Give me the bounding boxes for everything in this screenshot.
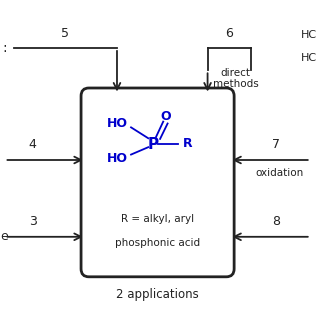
Text: HC: HC [301, 52, 317, 63]
Text: R: R [182, 137, 192, 150]
Text: HC: HC [301, 30, 317, 40]
Text: :: : [2, 41, 7, 55]
Text: e: e [1, 230, 8, 243]
Text: O: O [160, 110, 171, 123]
Text: P: P [147, 137, 158, 151]
Text: HO: HO [107, 117, 127, 130]
FancyBboxPatch shape [81, 88, 234, 277]
Text: oxidation: oxidation [255, 168, 304, 178]
Text: R = alkyl, aryl: R = alkyl, aryl [121, 214, 194, 224]
Text: phosphonic acid: phosphonic acid [115, 238, 200, 248]
Text: direct
methods: direct methods [213, 68, 259, 89]
Text: 4: 4 [29, 138, 36, 151]
Text: 7: 7 [272, 138, 280, 151]
Text: 5: 5 [61, 27, 69, 40]
Text: 6: 6 [226, 27, 233, 40]
Text: 3: 3 [29, 215, 36, 228]
Text: 8: 8 [272, 215, 280, 228]
Text: HO: HO [107, 152, 127, 165]
Text: 2 applications: 2 applications [116, 288, 199, 301]
